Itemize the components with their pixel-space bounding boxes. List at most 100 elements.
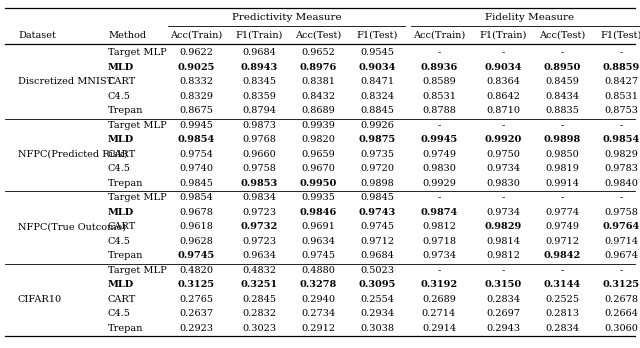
Text: 0.3150: 0.3150 <box>484 280 522 289</box>
Text: 0.8432: 0.8432 <box>301 92 335 101</box>
Text: 0.9914: 0.9914 <box>545 179 579 188</box>
Text: 0.9846: 0.9846 <box>300 208 337 217</box>
Text: 0.3023: 0.3023 <box>242 324 276 333</box>
Text: -: - <box>501 48 504 57</box>
Text: 0.9842: 0.9842 <box>543 251 580 260</box>
Text: 0.9684: 0.9684 <box>242 48 276 57</box>
Text: 0.9545: 0.9545 <box>360 48 394 57</box>
Text: Method: Method <box>108 31 146 40</box>
Text: 0.8332: 0.8332 <box>179 77 213 86</box>
Text: 0.9652: 0.9652 <box>301 48 335 57</box>
Text: 0.9034: 0.9034 <box>484 63 522 72</box>
Text: 0.8329: 0.8329 <box>179 92 213 101</box>
Text: 0.9820: 0.9820 <box>301 135 335 144</box>
Text: 0.2689: 0.2689 <box>422 295 456 304</box>
Text: 0.9898: 0.9898 <box>360 179 394 188</box>
Text: 0.8794: 0.8794 <box>242 106 276 115</box>
Text: 0.9874: 0.9874 <box>420 208 458 217</box>
Text: F1(Train): F1(Train) <box>236 31 283 40</box>
Text: 0.9845: 0.9845 <box>360 193 394 202</box>
Text: 0.8427: 0.8427 <box>604 77 638 86</box>
Text: Target MLP: Target MLP <box>108 193 167 202</box>
Text: 0.8936: 0.8936 <box>420 63 458 72</box>
Text: -: - <box>620 193 623 202</box>
Text: 0.8710: 0.8710 <box>486 106 520 115</box>
Text: 0.9829: 0.9829 <box>484 222 522 231</box>
Text: 0.9783: 0.9783 <box>604 164 638 173</box>
Text: NFPC(Predicted Risk): NFPC(Predicted Risk) <box>18 150 127 159</box>
Text: 0.9634: 0.9634 <box>242 251 276 260</box>
Text: 0.9660: 0.9660 <box>242 150 276 159</box>
Text: MLD: MLD <box>108 280 134 289</box>
Text: Trepan: Trepan <box>108 251 143 260</box>
Text: MLD: MLD <box>108 63 134 72</box>
Text: 0.9678: 0.9678 <box>179 208 213 217</box>
Text: 0.8345: 0.8345 <box>242 77 276 86</box>
Text: 0.8359: 0.8359 <box>242 92 276 101</box>
Text: 0.8642: 0.8642 <box>486 92 520 101</box>
Text: 0.2943: 0.2943 <box>486 324 520 333</box>
Text: 0.9812: 0.9812 <box>422 222 456 231</box>
Text: 0.9714: 0.9714 <box>604 237 638 246</box>
Text: Acc(Train): Acc(Train) <box>170 31 222 40</box>
Text: C4.5: C4.5 <box>108 237 131 246</box>
Text: 0.8324: 0.8324 <box>360 92 394 101</box>
Text: 0.8364: 0.8364 <box>486 77 520 86</box>
Text: 0.9749: 0.9749 <box>422 150 456 159</box>
Text: 0.9618: 0.9618 <box>179 222 213 231</box>
Text: F1(Test): F1(Test) <box>600 31 640 40</box>
Text: Trepan: Trepan <box>108 179 143 188</box>
Text: 0.3192: 0.3192 <box>420 280 458 289</box>
Text: 0.2914: 0.2914 <box>422 324 456 333</box>
Text: 0.8835: 0.8835 <box>545 106 579 115</box>
Text: C4.5: C4.5 <box>108 309 131 318</box>
Text: 0.2637: 0.2637 <box>179 309 213 318</box>
Text: -: - <box>501 266 504 275</box>
Text: 0.8845: 0.8845 <box>360 106 394 115</box>
Text: 0.9720: 0.9720 <box>360 164 394 173</box>
Text: 0.9854: 0.9854 <box>177 135 214 144</box>
Text: 0.9734: 0.9734 <box>422 251 456 260</box>
Text: 0.9812: 0.9812 <box>486 251 520 260</box>
Text: 0.2697: 0.2697 <box>486 309 520 318</box>
Text: 0.8753: 0.8753 <box>604 106 638 115</box>
Text: 0.2664: 0.2664 <box>604 309 638 318</box>
Text: 0.9875: 0.9875 <box>358 135 396 144</box>
Text: 0.2912: 0.2912 <box>301 324 335 333</box>
Text: 0.9754: 0.9754 <box>179 150 213 159</box>
Text: 0.8471: 0.8471 <box>360 77 394 86</box>
Text: 0.8859: 0.8859 <box>602 63 639 72</box>
Text: 0.3125: 0.3125 <box>602 280 639 289</box>
Text: Acc(Train): Acc(Train) <box>413 31 465 40</box>
Text: 0.3278: 0.3278 <box>300 280 337 289</box>
Text: Discretized MNIST: Discretized MNIST <box>18 77 113 86</box>
Text: F1(Train): F1(Train) <box>479 31 527 40</box>
Text: 0.5023: 0.5023 <box>360 266 394 275</box>
Text: -: - <box>501 193 504 202</box>
Text: 0.2734: 0.2734 <box>301 309 335 318</box>
Text: 0.3125: 0.3125 <box>177 280 214 289</box>
Text: 0.2834: 0.2834 <box>545 324 579 333</box>
Text: 0.8943: 0.8943 <box>241 63 278 72</box>
Text: 0.9819: 0.9819 <box>545 164 579 173</box>
Text: CART: CART <box>108 150 136 159</box>
Text: 0.8950: 0.8950 <box>543 63 580 72</box>
Text: Trepan: Trepan <box>108 324 143 333</box>
Text: Predictivity Measure: Predictivity Measure <box>232 14 341 23</box>
Text: 0.2834: 0.2834 <box>486 295 520 304</box>
Text: MLD: MLD <box>108 208 134 217</box>
Text: 0.9670: 0.9670 <box>301 164 335 173</box>
Text: 0.8689: 0.8689 <box>301 106 335 115</box>
Text: 0.9873: 0.9873 <box>242 121 276 130</box>
Text: CART: CART <box>108 222 136 231</box>
Text: 0.9929: 0.9929 <box>422 179 456 188</box>
Text: 0.4820: 0.4820 <box>179 266 213 275</box>
Text: 0.9745: 0.9745 <box>301 251 335 260</box>
Text: 0.8788: 0.8788 <box>422 106 456 115</box>
Text: 0.9684: 0.9684 <box>360 251 394 260</box>
Text: -: - <box>561 193 564 202</box>
Text: 0.9745: 0.9745 <box>177 251 214 260</box>
Text: -: - <box>437 266 440 275</box>
Text: CART: CART <box>108 295 136 304</box>
Text: 0.9829: 0.9829 <box>604 150 638 159</box>
